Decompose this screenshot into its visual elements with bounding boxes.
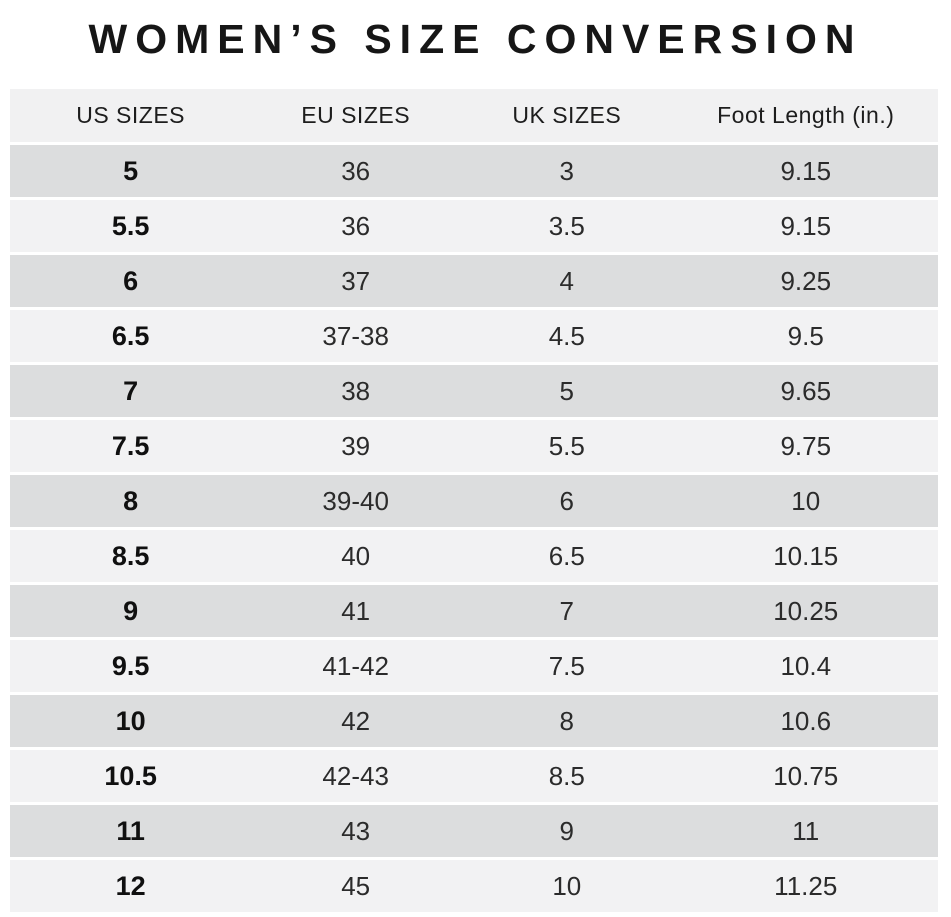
cell-uk-size: 4	[460, 252, 674, 307]
cell-us-size: 6.5	[10, 307, 252, 362]
cell-uk-size: 5	[460, 362, 674, 417]
cell-foot-length: 10.75	[673, 747, 938, 802]
cell-uk-size: 8	[460, 692, 674, 747]
cell-us-size: 6	[10, 252, 252, 307]
cell-us-size: 12	[10, 857, 252, 912]
cell-eu-size: 45	[251, 857, 461, 912]
table-row: 5.5 36 3.5 9.15	[10, 197, 938, 252]
cell-uk-size: 4.5	[460, 307, 674, 362]
table-row: 5 36 3 9.15	[10, 142, 938, 197]
cell-eu-size: 36	[251, 197, 461, 252]
table-header-row: US SIZES EU SIZES UK SIZES Foot Length (…	[10, 89, 938, 142]
cell-eu-size: 40	[251, 527, 461, 582]
cell-us-size: 9	[10, 582, 252, 637]
table-row: 6 37 4 9.25	[10, 252, 938, 307]
cell-us-size: 11	[10, 802, 252, 857]
cell-foot-length: 11.25	[673, 857, 938, 912]
cell-uk-size: 7.5	[460, 637, 674, 692]
cell-foot-length: 9.15	[673, 142, 938, 197]
cell-foot-length: 9.65	[673, 362, 938, 417]
size-conversion-table: US SIZES EU SIZES UK SIZES Foot Length (…	[10, 89, 938, 912]
cell-eu-size: 39-40	[251, 472, 461, 527]
cell-uk-size: 7	[460, 582, 674, 637]
cell-eu-size: 42	[251, 692, 461, 747]
cell-us-size: 5	[10, 142, 252, 197]
table-row: 8 39-40 6 10	[10, 472, 938, 527]
cell-foot-length: 9.5	[673, 307, 938, 362]
table-row: 9.5 41-42 7.5 10.4	[10, 637, 938, 692]
cell-us-size: 8	[10, 472, 252, 527]
cell-uk-size: 9	[460, 802, 674, 857]
table-body: 5 36 3 9.15 5.5 36 3.5 9.15 6 37 4 9.25 6.5 37-38 4.5 9…	[10, 142, 938, 912]
cell-uk-size: 10	[460, 857, 674, 912]
table-row: 11 43 9 11	[10, 802, 938, 857]
cell-us-size: 10.5	[10, 747, 252, 802]
cell-eu-size: 43	[251, 802, 461, 857]
cell-eu-size: 36	[251, 142, 461, 197]
page-title: WOMEN’S SIZE CONVERSION	[88, 16, 863, 62]
cell-us-size: 5.5	[10, 197, 252, 252]
table-row: 10 42 8 10.6	[10, 692, 938, 747]
table-row: 7 38 5 9.65	[10, 362, 938, 417]
cell-foot-length: 10.15	[673, 527, 938, 582]
cell-us-size: 7.5	[10, 417, 252, 472]
column-header-us-sizes: US SIZES	[10, 89, 252, 142]
table-row: 12 45 10 11.25	[10, 857, 938, 912]
cell-foot-length: 9.25	[673, 252, 938, 307]
cell-us-size: 9.5	[10, 637, 252, 692]
cell-uk-size: 3.5	[460, 197, 674, 252]
cell-eu-size: 41-42	[251, 637, 461, 692]
cell-foot-length: 10	[673, 472, 938, 527]
cell-eu-size: 37-38	[251, 307, 461, 362]
cell-uk-size: 6	[460, 472, 674, 527]
cell-foot-length: 10.25	[673, 582, 938, 637]
cell-eu-size: 37	[251, 252, 461, 307]
cell-us-size: 7	[10, 362, 252, 417]
cell-eu-size: 38	[251, 362, 461, 417]
column-header-eu-sizes: EU SIZES	[251, 89, 461, 142]
cell-eu-size: 41	[251, 582, 461, 637]
cell-uk-size: 8.5	[460, 747, 674, 802]
cell-uk-size: 5.5	[460, 417, 674, 472]
cell-eu-size: 39	[251, 417, 461, 472]
column-header-foot-length: Foot Length (in.)	[673, 89, 938, 142]
cell-foot-length: 9.75	[673, 417, 938, 472]
cell-foot-length: 9.15	[673, 197, 938, 252]
cell-us-size: 10	[10, 692, 252, 747]
cell-eu-size: 42-43	[251, 747, 461, 802]
cell-foot-length: 10.6	[673, 692, 938, 747]
table-row: 9 41 7 10.25	[10, 582, 938, 637]
cell-uk-size: 3	[460, 142, 674, 197]
table-row: 8.5 40 6.5 10.15	[10, 527, 938, 582]
cell-uk-size: 6.5	[460, 527, 674, 582]
cell-us-size: 8.5	[10, 527, 252, 582]
cell-foot-length: 11	[673, 802, 938, 857]
table-row: 6.5 37-38 4.5 9.5	[10, 307, 938, 362]
column-header-uk-sizes: UK SIZES	[460, 89, 674, 142]
table-row: 10.5 42-43 8.5 10.75	[10, 747, 938, 802]
cell-foot-length: 10.4	[673, 637, 938, 692]
table-row: 7.5 39 5.5 9.75	[10, 417, 938, 472]
